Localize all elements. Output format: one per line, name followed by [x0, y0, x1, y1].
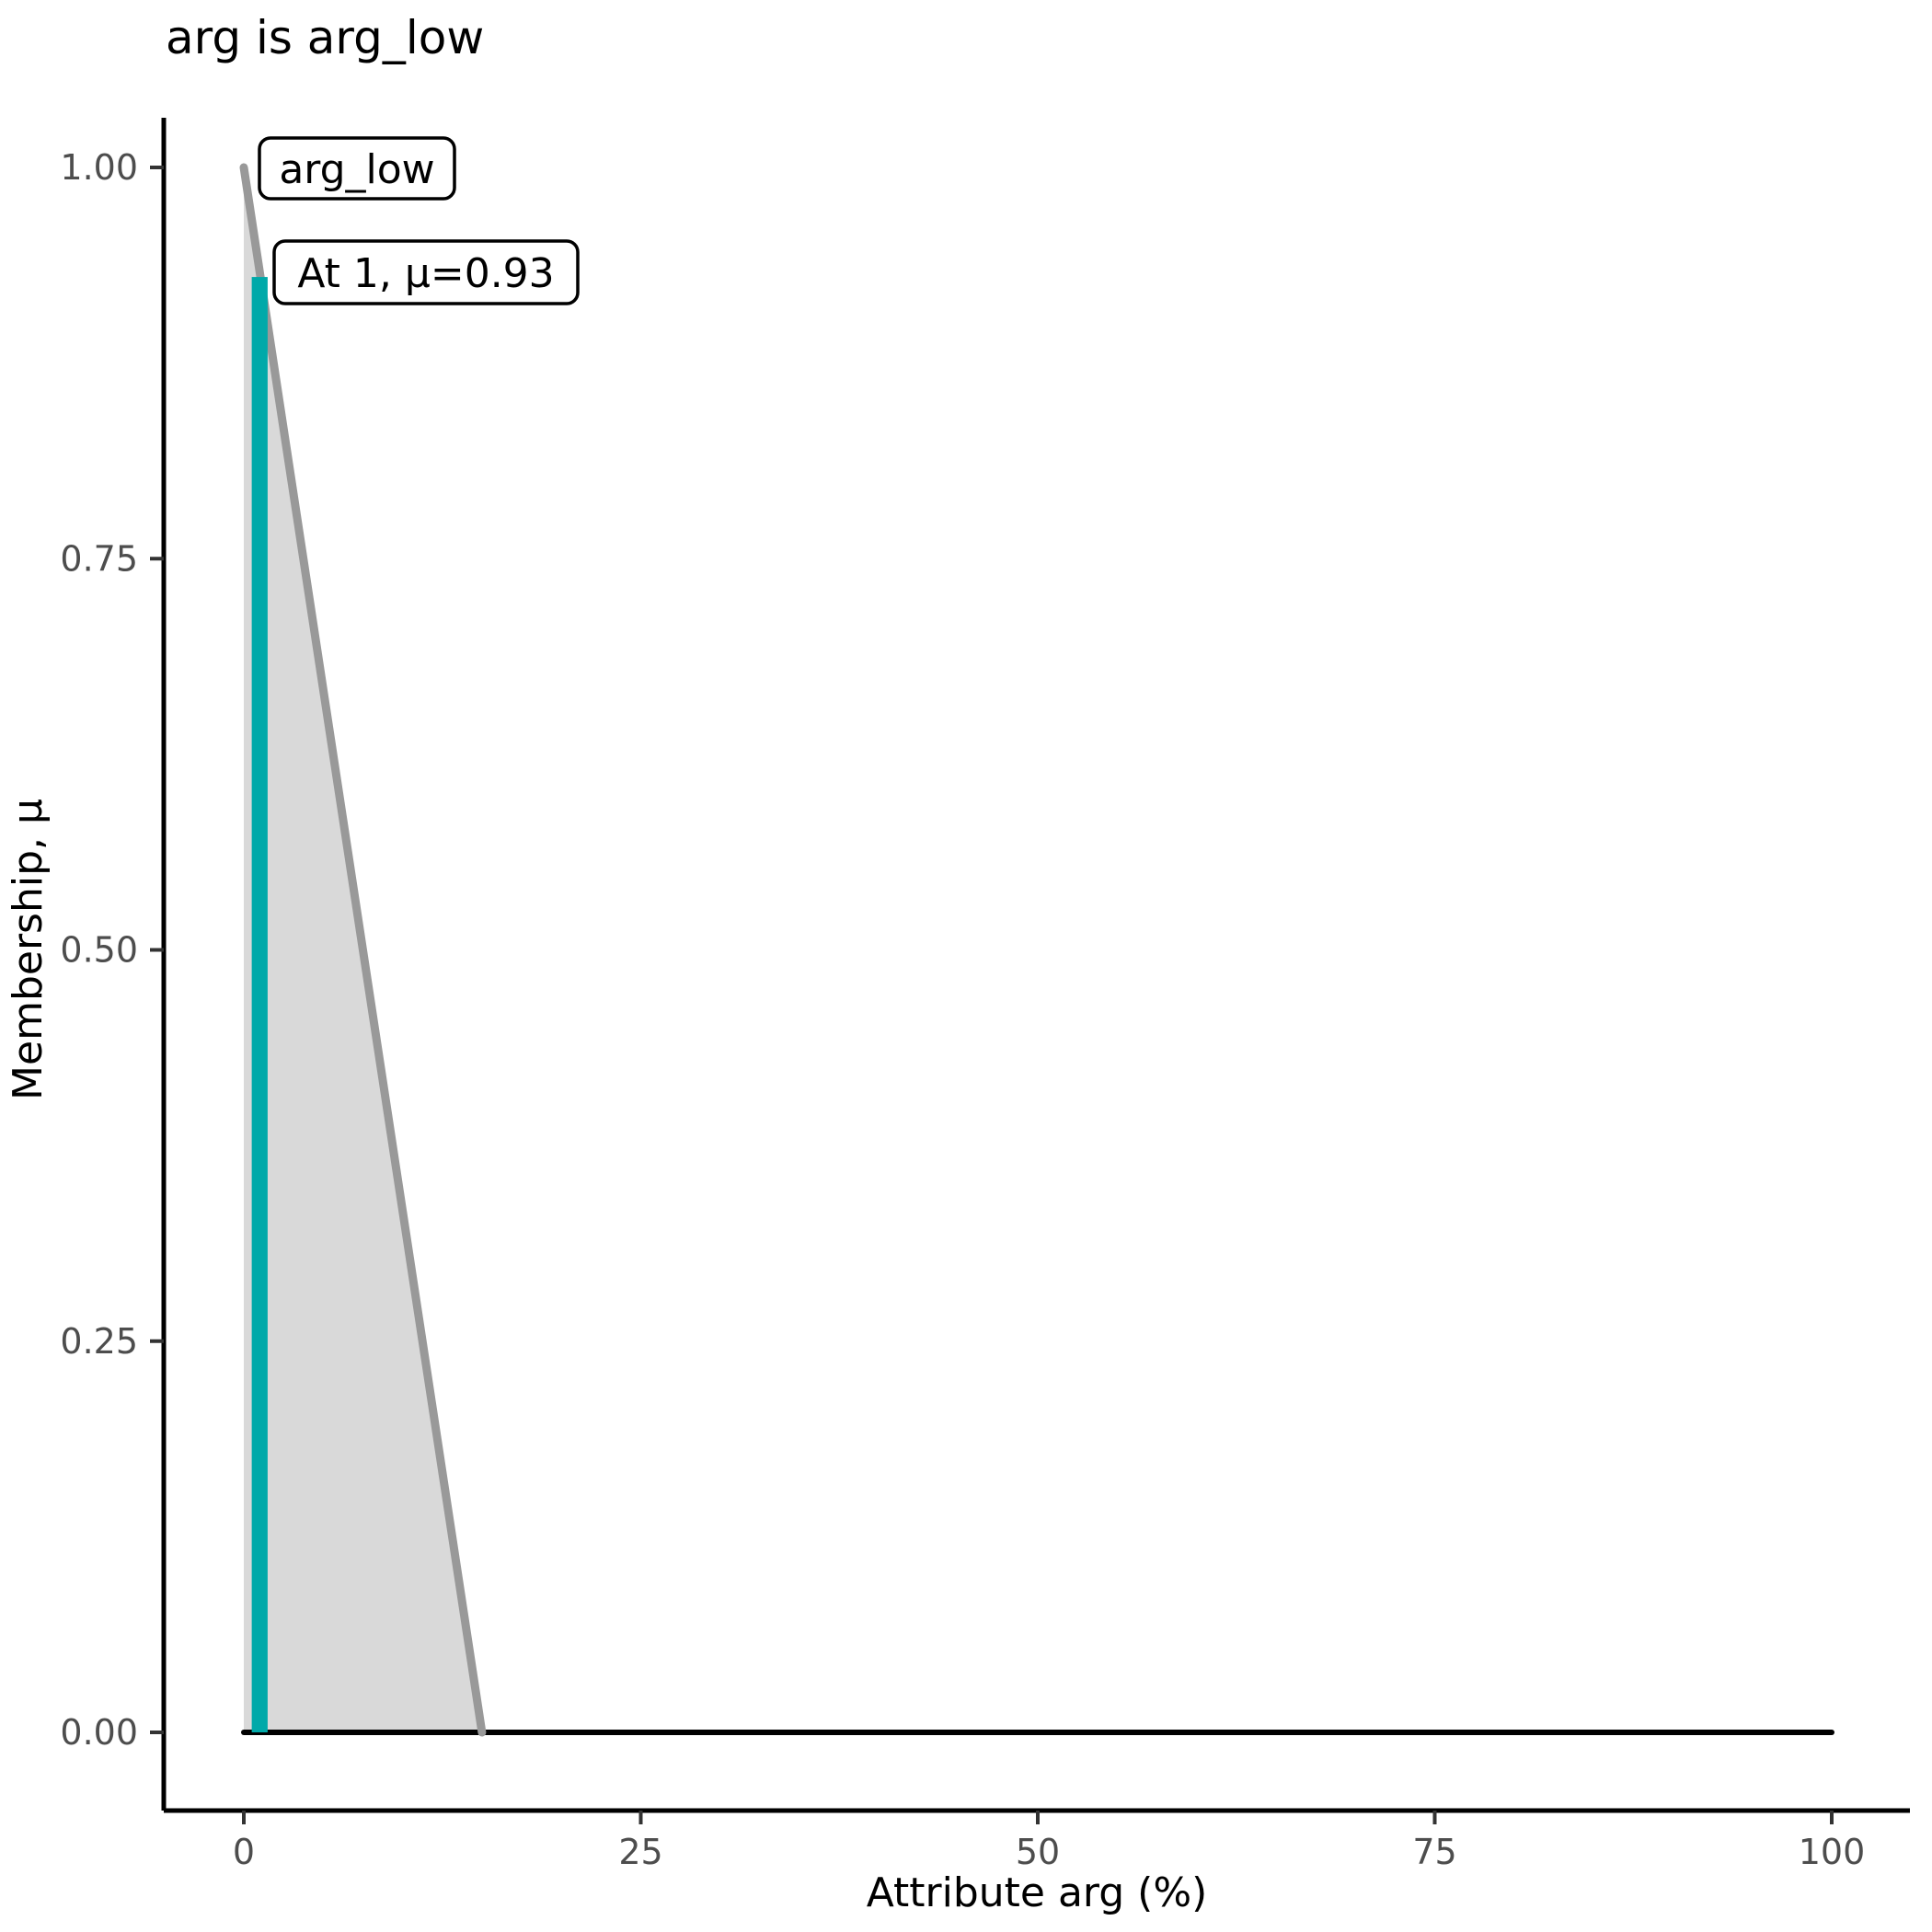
- membership-function-line: [239, 163, 487, 1737]
- ticks-layer: 0 25 50 75 100 0.00 0.25 0.50 0.75 1.00: [60, 147, 1865, 1872]
- annotation-text: At 1, μ=0.93: [297, 250, 554, 297]
- x-tick-label: 75: [1412, 1832, 1456, 1872]
- y-tick-label: 0.75: [60, 538, 138, 579]
- y-tick-label: 0.25: [60, 1321, 138, 1362]
- membership-value-bar: [251, 277, 268, 1732]
- x-tick-label: 0: [233, 1832, 255, 1872]
- x-tick-label: 100: [1799, 1832, 1866, 1872]
- annotation-box: [272, 239, 580, 305]
- x-tick-label: 25: [618, 1832, 662, 1872]
- x-tick-label: 50: [1016, 1832, 1060, 1872]
- annotation-box: [258, 136, 456, 201]
- chart-title: arg is arg_low: [166, 11, 484, 64]
- y-axis-title: Membership, μ: [5, 799, 52, 1100]
- y-tick-label: 0.00: [60, 1712, 138, 1753]
- x-axis-title: Attribute arg (%): [867, 1869, 1208, 1916]
- y-tick-label: 1.00: [60, 147, 138, 188]
- annotations-layer: arg_low At 1, μ=0.93: [258, 136, 580, 305]
- membership-line-layer: [239, 163, 1834, 1737]
- marker-bar-layer: [251, 277, 268, 1732]
- annotation-text: arg_low: [279, 146, 434, 193]
- y-tick-label: 0.50: [60, 930, 138, 971]
